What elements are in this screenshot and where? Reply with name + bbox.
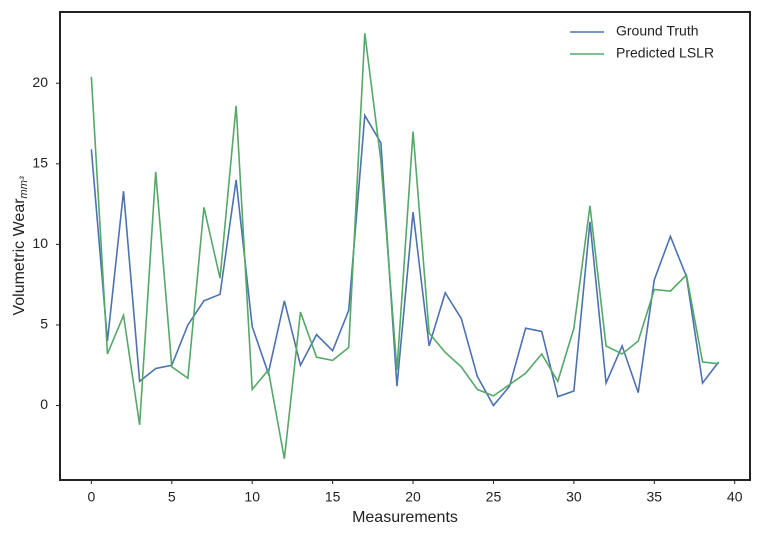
- legend-label: Predicted LSLR: [616, 45, 714, 61]
- x-tick-label: 20: [405, 489, 421, 505]
- x-tick-label: 0: [87, 489, 95, 505]
- x-tick-label: 35: [647, 489, 663, 505]
- y-tick-label: 5: [40, 316, 48, 332]
- y-axis-label-main: Volumetric Wear: [11, 198, 28, 316]
- y-tick-label: 0: [40, 396, 48, 412]
- y-tick-label: 15: [32, 155, 48, 171]
- series-line: [90, 112, 720, 407]
- x-tick-label: 30: [566, 489, 582, 505]
- y-tick-label: 10: [32, 235, 48, 251]
- legend-label: Ground Truth: [616, 23, 699, 39]
- y-axis-label-subscript: mm³: [18, 176, 30, 198]
- y-tick-label: 20: [32, 74, 48, 90]
- x-tick-label: 5: [168, 489, 176, 505]
- y-axis-label-group: Volumetric Wearmm³: [11, 176, 30, 315]
- series-line: [90, 33, 719, 459]
- x-tick-label: 10: [244, 489, 260, 505]
- x-axis-label: Measurements: [352, 509, 458, 526]
- x-tick-label: 40: [727, 489, 743, 505]
- x-tick-label: 15: [325, 489, 341, 505]
- x-tick-label: 25: [486, 489, 502, 505]
- y-axis-label: Volumetric Wearmm³: [11, 176, 30, 315]
